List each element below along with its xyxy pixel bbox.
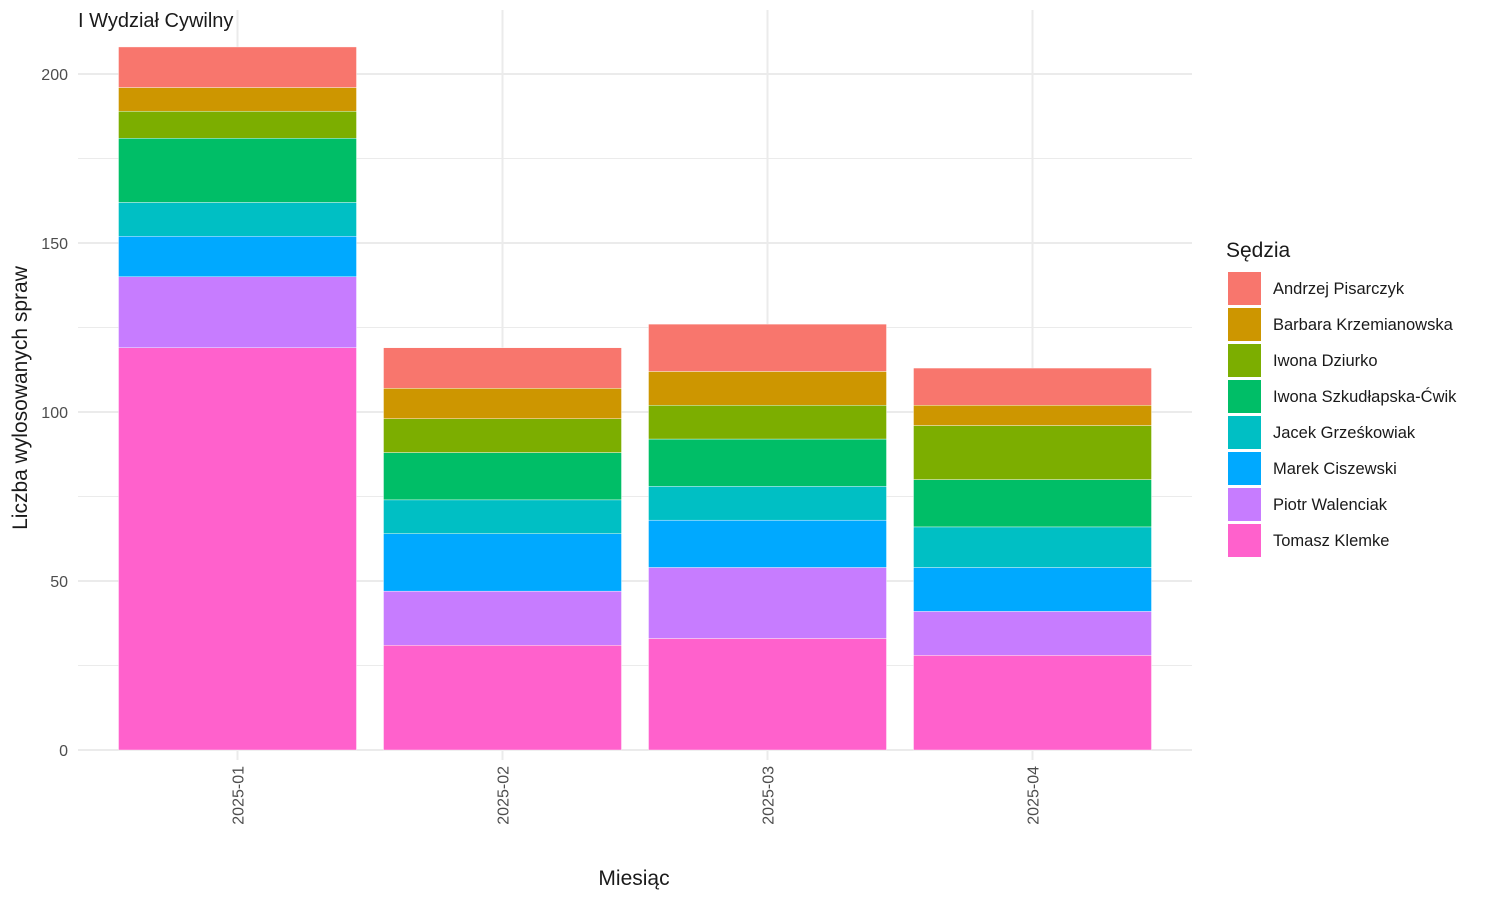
bar-segment	[383, 418, 622, 453]
legend-title: Sędzia	[1226, 239, 1291, 262]
legend-label: Tomasz Klemke	[1273, 532, 1389, 550]
bar-segment	[118, 276, 357, 348]
legend-label: Jacek Grześkowiak	[1273, 424, 1416, 442]
bar-segment	[913, 526, 1152, 568]
x-axis-ticks: 2025-01 2025-02 2025-03 2025-04	[231, 766, 1043, 825]
bar-segment	[913, 425, 1152, 480]
bar-segment	[648, 519, 887, 568]
bars	[118, 46, 1152, 751]
bar-segment	[118, 347, 357, 751]
bar-segment	[118, 202, 357, 237]
bar-segment	[913, 567, 1152, 612]
legend-label: Andrzej Pisarczyk	[1273, 280, 1405, 298]
legend-label: Iwona Szkudłapska-Ćwik	[1273, 387, 1457, 406]
bar-segment	[118, 87, 357, 112]
legend-swatch	[1228, 344, 1261, 377]
legend-swatch	[1228, 488, 1261, 521]
bar-segment	[913, 405, 1152, 426]
bar-segment	[648, 323, 887, 372]
bar-segment	[383, 590, 622, 646]
y-tick-label: 200	[41, 67, 68, 84]
y-tick-label: 100	[41, 405, 68, 422]
bar-segment	[383, 499, 622, 534]
bar-segment	[118, 46, 357, 88]
bar-segment	[383, 347, 622, 389]
y-tick-label: 50	[50, 574, 68, 591]
bar-segment	[913, 479, 1152, 528]
legend-label: Piotr Walenciak	[1273, 496, 1388, 514]
bar-segment	[913, 655, 1152, 751]
y-axis-label: Liczba wylosowanych spraw	[9, 265, 32, 530]
y-axis-ticks: 0 50 100 150 200	[41, 67, 68, 760]
bar-segment	[118, 138, 357, 203]
bar-segment	[648, 438, 887, 487]
x-axis-label: Miesiąc	[598, 867, 669, 890]
bar-segment	[383, 533, 622, 592]
bar-segment	[383, 645, 622, 751]
bar-segment	[383, 388, 622, 419]
bar-segment	[383, 452, 622, 501]
bar-segment	[648, 638, 887, 751]
legend-swatch	[1228, 380, 1261, 413]
x-tick-label: 2025-04	[1026, 766, 1043, 825]
legend-swatch	[1228, 272, 1261, 305]
x-tick-label: 2025-03	[761, 766, 778, 825]
legend-label: Iwona Dziurko	[1273, 352, 1378, 370]
bar-segment	[913, 367, 1152, 406]
y-tick-label: 150	[41, 236, 68, 253]
bar-segment	[648, 371, 887, 406]
x-tick-label: 2025-02	[496, 766, 513, 825]
legend-swatch	[1228, 452, 1261, 485]
bar-segment	[118, 110, 357, 139]
legend-swatch	[1228, 524, 1261, 557]
x-tick-label: 2025-01	[231, 766, 248, 825]
y-tick-label: 0	[59, 743, 68, 760]
bar-segment	[648, 486, 887, 521]
legend-label: Marek Ciszewski	[1273, 460, 1397, 478]
legend: Sędzia Andrzej Pisarczyk Barbara Krzemian…	[1226, 239, 1457, 557]
legend-swatch	[1228, 416, 1261, 449]
bar-segment	[913, 611, 1152, 656]
bar-segment	[648, 405, 887, 440]
legend-swatch	[1228, 308, 1261, 341]
bar-segment	[118, 236, 357, 278]
legend-label: Barbara Krzemianowska	[1273, 316, 1454, 334]
chart-title: I Wydział Cywilny	[78, 10, 233, 32]
bar-segment	[648, 567, 887, 639]
